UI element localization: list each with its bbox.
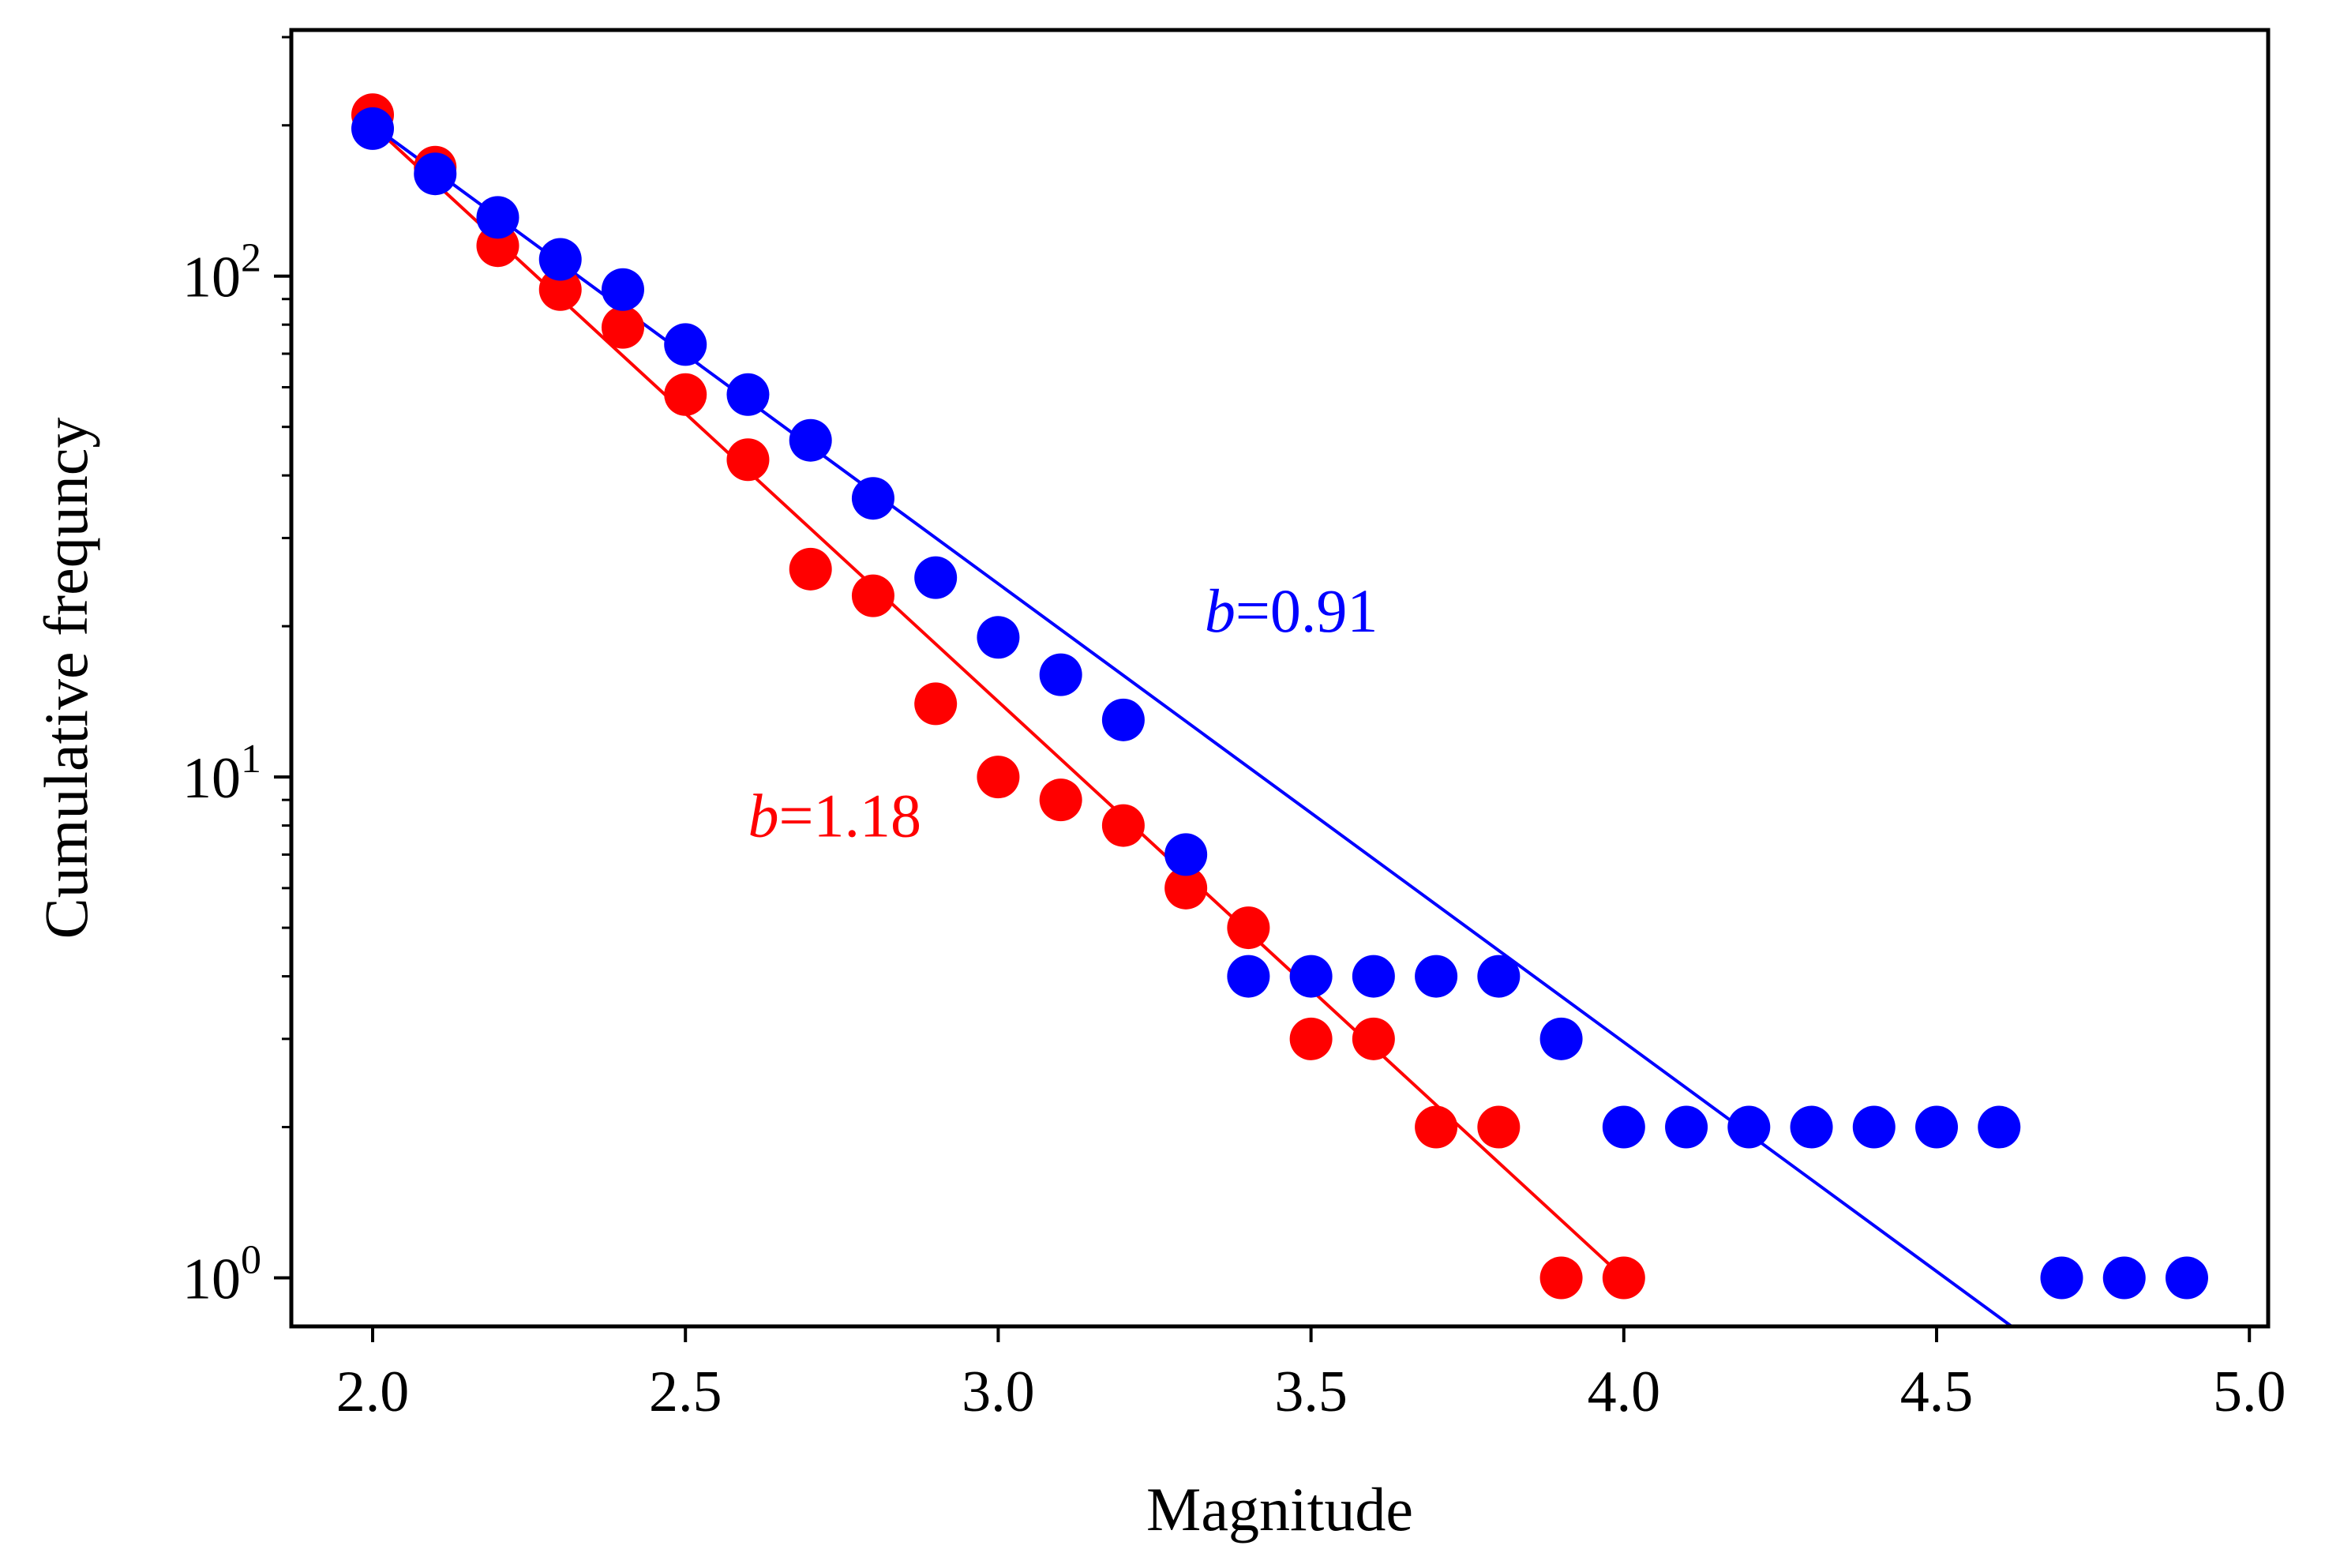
y-axis: 100 101 102	[182, 36, 291, 1312]
data-point-s1-14	[1227, 955, 1270, 998]
x-tick-label-2: 3.0	[962, 1360, 1035, 1424]
annotations: b=0.91 b=1.18	[748, 576, 1378, 850]
data-point-s1-2	[476, 196, 519, 239]
x-tick-label-1: 2.5	[649, 1360, 722, 1424]
data-point-s0-18	[1477, 1105, 1521, 1149]
data-point-s1-20	[1602, 1105, 1645, 1149]
data-point-s1-22	[1727, 1105, 1771, 1149]
plot-frame	[289, 28, 2271, 1329]
x-tick-label-6: 5.0	[2213, 1360, 2286, 1424]
data-point-s1-0	[351, 107, 395, 150]
data-point-s1-8	[851, 477, 894, 520]
data-point-s1-18	[1477, 955, 1521, 998]
data-point-s1-1	[414, 152, 457, 196]
y-tick-label-2: 102	[182, 236, 261, 310]
data-point-s1-26	[1978, 1105, 2021, 1149]
data-point-s1-29	[2165, 1256, 2208, 1300]
data-point-s1-24	[1852, 1105, 1896, 1149]
data-point-s1-7	[789, 418, 832, 462]
y-tick-label-1: 101	[182, 737, 261, 811]
data-point-s1-12	[1101, 698, 1145, 741]
data-point-s1-28	[2102, 1256, 2146, 1300]
data-point-s0-3	[538, 268, 582, 311]
data-point-s1-27	[2040, 1256, 2083, 1300]
data-point-s0-4	[601, 306, 644, 349]
data-point-s1-23	[1790, 1105, 1833, 1149]
data-point-s1-15	[1289, 955, 1333, 998]
data-point-s1-5	[664, 323, 707, 366]
data-point-s0-15	[1289, 1017, 1333, 1060]
data-point-s0-10	[977, 756, 1020, 799]
data-point-s0-17	[1415, 1105, 1458, 1149]
data-point-s0-19	[1539, 1256, 1583, 1300]
data-point-s0-5	[664, 373, 707, 416]
data-point-s1-19	[1539, 1017, 1583, 1060]
data-point-s1-21	[1665, 1105, 1708, 1149]
data-point-s1-6	[726, 373, 770, 416]
data-point-s1-4	[601, 268, 644, 311]
x-tick-label-5: 4.5	[1900, 1360, 1974, 1424]
fit-line-0	[371, 124, 1626, 1279]
x-axis-title: Magnitude	[1146, 1475, 1413, 1544]
data-point-s1-3	[538, 238, 582, 281]
data-point-s1-13	[1164, 833, 1208, 876]
data-point-s0-9	[914, 682, 958, 726]
x-axis: 2.0 2.5 3.0 3.5 4.0 4.5 5.0	[336, 1326, 2286, 1424]
y-tick-label-0: 100	[182, 1238, 261, 1312]
data-point-s0-12	[1101, 804, 1145, 847]
data-point-s1-16	[1352, 955, 1395, 998]
x-tick-label-3: 3.5	[1274, 1360, 1348, 1424]
b-value-annotation-0: b=0.91	[1205, 576, 1378, 645]
data-point-s0-6	[726, 438, 770, 482]
data-point-s0-14	[1227, 906, 1270, 950]
data-point-s0-8	[851, 574, 894, 617]
data-point-s1-11	[1039, 653, 1082, 696]
x-tick-label-0: 2.0	[336, 1360, 410, 1424]
data-point-s1-17	[1415, 955, 1458, 998]
data-point-s1-10	[977, 616, 1020, 659]
x-tick-label-4: 4.0	[1588, 1360, 1661, 1424]
data-point-s1-25	[1915, 1105, 1959, 1149]
data-point-s0-20	[1602, 1256, 1645, 1300]
data-point-s1-9	[914, 556, 958, 599]
data-points	[351, 93, 2208, 1300]
data-point-s0-13	[1164, 866, 1208, 910]
y-axis-title: Cumulative frequncy	[32, 418, 100, 940]
data-point-s0-11	[1039, 778, 1082, 822]
data-point-s0-16	[1352, 1017, 1395, 1060]
b-value-annotation-1: b=1.18	[748, 782, 921, 850]
data-point-s0-7	[789, 547, 832, 591]
